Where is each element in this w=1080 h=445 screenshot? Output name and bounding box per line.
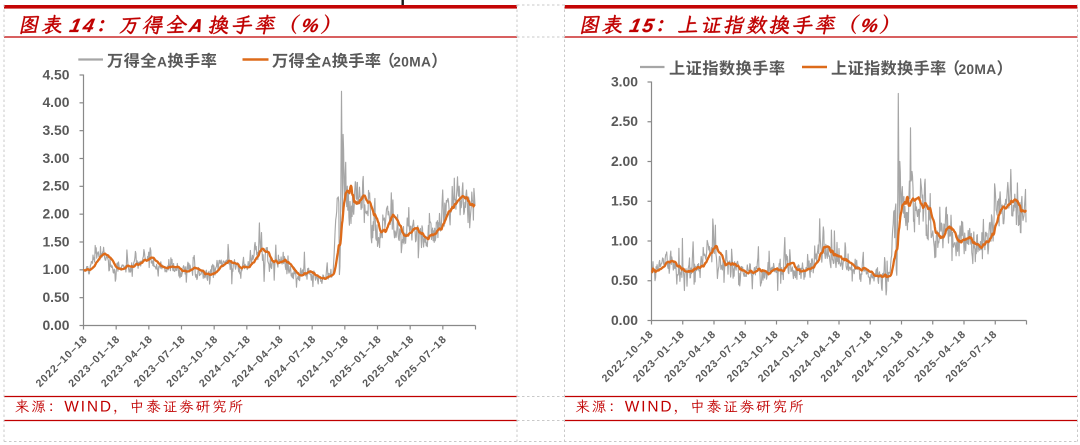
svg-text:2.50: 2.50 [611, 113, 638, 129]
svg-text:0.50: 0.50 [611, 272, 638, 288]
svg-text:3.50: 3.50 [42, 122, 69, 138]
svg-text:1.00: 1.00 [611, 232, 638, 248]
svg-text:2.50: 2.50 [42, 178, 69, 194]
svg-text:0.50: 0.50 [42, 289, 69, 305]
svg-text:3.00: 3.00 [42, 150, 69, 166]
svg-text:1.00: 1.00 [42, 261, 69, 277]
svg-text:3.00: 3.00 [611, 73, 638, 89]
svg-text:1.50: 1.50 [611, 193, 638, 209]
svg-text:4.00: 4.00 [42, 94, 69, 110]
svg-text:1.50: 1.50 [42, 233, 69, 249]
svg-text:4.50: 4.50 [42, 66, 69, 82]
svg-text:0.00: 0.00 [611, 312, 638, 328]
svg-text:2.00: 2.00 [42, 205, 69, 221]
svg-text:2.00: 2.00 [611, 153, 638, 169]
svg-text:0.00: 0.00 [42, 317, 69, 333]
